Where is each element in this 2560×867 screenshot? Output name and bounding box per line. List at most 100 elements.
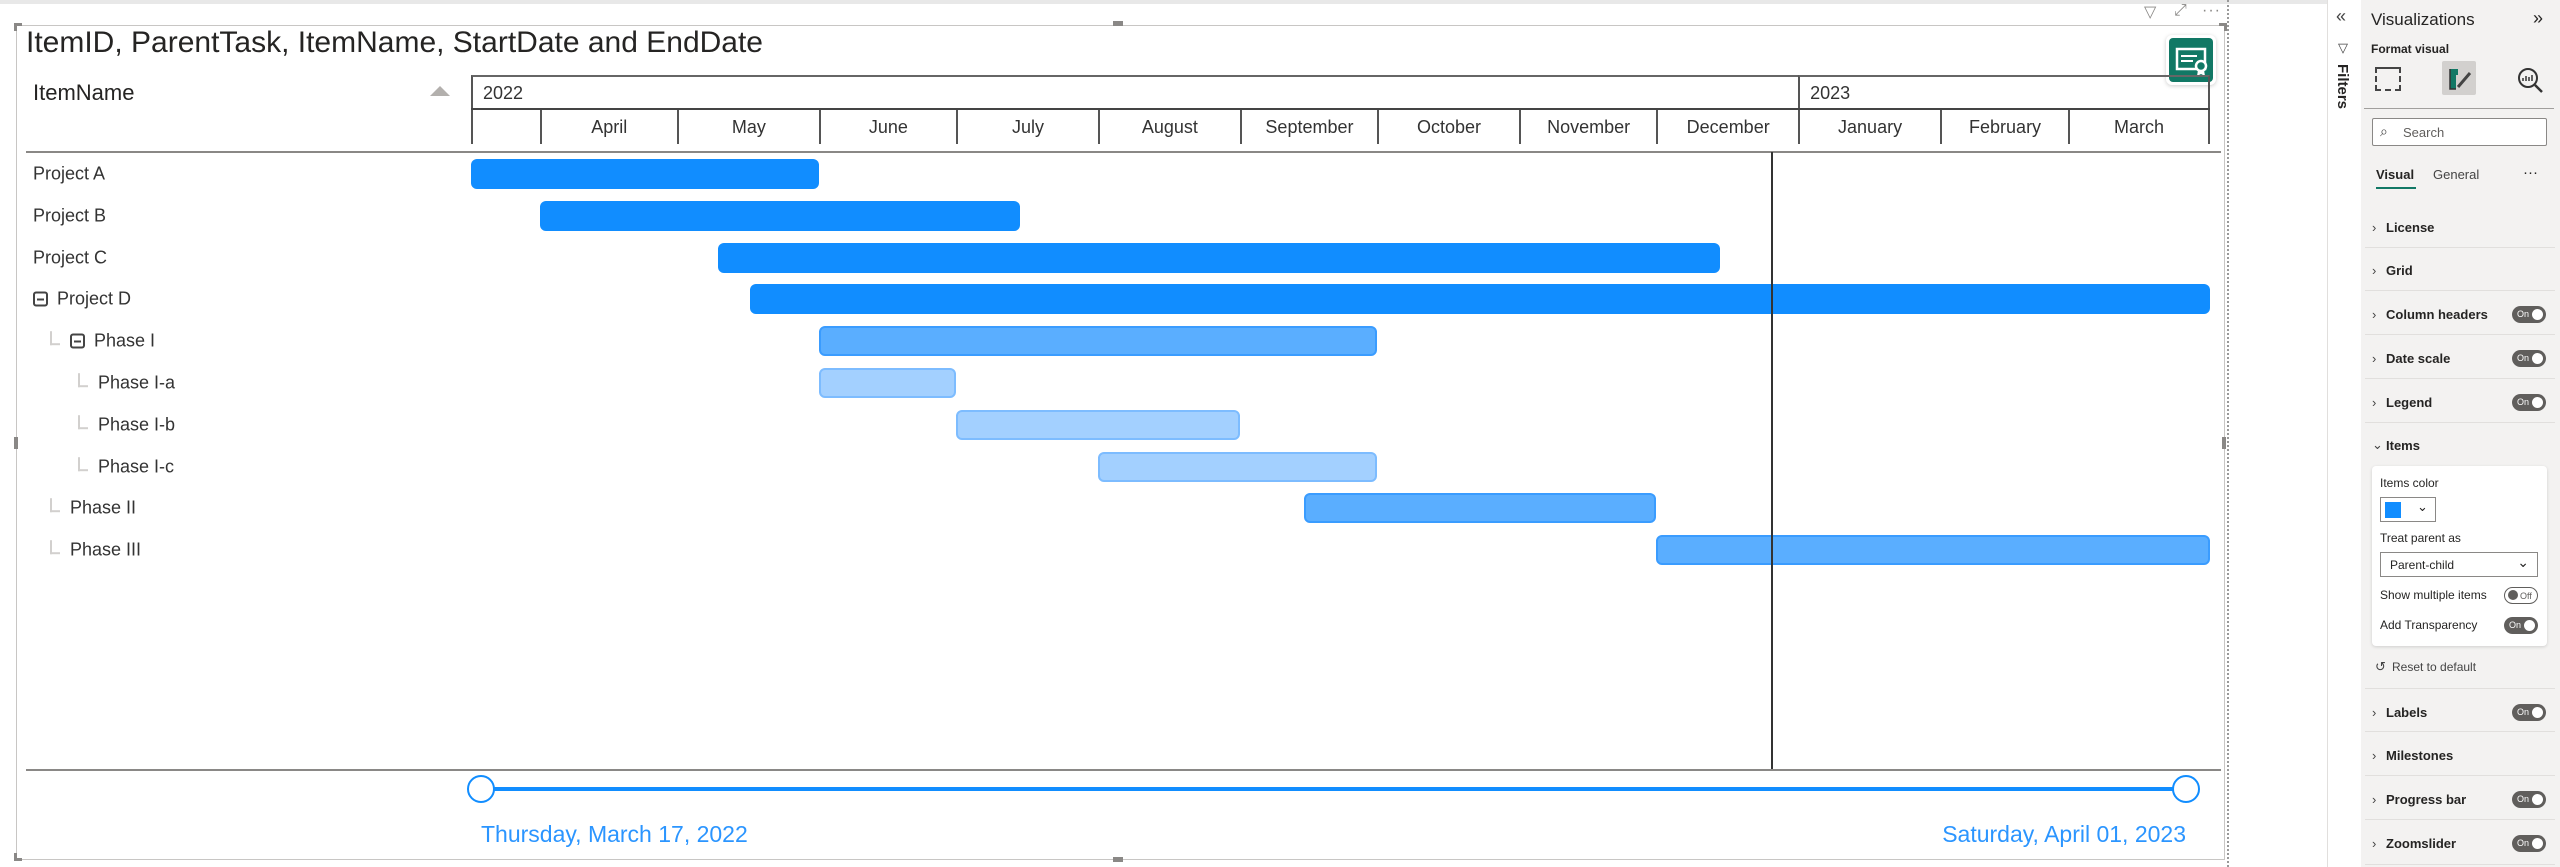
search-input[interactable]: ⌕ Search bbox=[2372, 118, 2547, 146]
collapse-filters-icon[interactable]: « bbox=[2336, 6, 2347, 26]
gantt-bar[interactable] bbox=[956, 409, 1240, 440]
divider bbox=[2365, 378, 2555, 379]
gantt-bar[interactable] bbox=[471, 159, 819, 189]
more-options-icon[interactable]: ··· bbox=[2202, 2, 2221, 19]
resize-handle[interactable] bbox=[2219, 23, 2227, 31]
resize-handle[interactable] bbox=[1113, 21, 1123, 26]
resize-handle[interactable] bbox=[2222, 437, 2226, 449]
analytics-icon[interactable] bbox=[2516, 66, 2544, 99]
chevron-right-icon: › bbox=[2372, 306, 2377, 322]
section-label: License bbox=[2386, 219, 2435, 235]
resize-handle[interactable] bbox=[1113, 857, 1123, 862]
sort-ascending-icon[interactable] bbox=[430, 86, 450, 96]
zoomslider-end-handle[interactable] bbox=[2172, 775, 2200, 803]
month-row-line bbox=[471, 108, 2210, 110]
divider bbox=[2365, 864, 2555, 865]
tab-visual[interactable]: Visual bbox=[2376, 167, 2415, 182]
filters-label[interactable]: Filters bbox=[2334, 64, 2351, 110]
resize-handle[interactable] bbox=[14, 437, 18, 449]
section-label: Progress bar bbox=[2386, 791, 2467, 807]
section-milestones[interactable]: › Milestones bbox=[2372, 745, 2548, 765]
treat-parent-dropdown[interactable]: Parent-child ⌄ bbox=[2380, 552, 2538, 577]
toggle[interactable]: On bbox=[2512, 350, 2546, 367]
section-zoomslider[interactable]: › Zoomslider bbox=[2372, 833, 2548, 853]
section-label: Column headers bbox=[2386, 306, 2488, 322]
column-header-itemname[interactable]: ItemName bbox=[33, 80, 135, 105]
chevron-right-icon: › bbox=[2372, 219, 2377, 235]
more-options-icon[interactable]: ··· bbox=[2523, 164, 2538, 181]
reset-to-default-button[interactable]: Reset to default bbox=[2392, 660, 2477, 674]
gantt-bar[interactable] bbox=[1656, 535, 2210, 566]
filter-icon[interactable]: ▽ bbox=[2144, 4, 2157, 21]
resize-handle[interactable] bbox=[14, 23, 22, 31]
month-cell: September bbox=[1239, 110, 1377, 144]
divider bbox=[2365, 731, 2555, 732]
resize-handle[interactable] bbox=[14, 853, 22, 861]
focus-mode-icon[interactable]: ⤢ bbox=[2174, 2, 2187, 19]
top-bar bbox=[0, 0, 2560, 4]
toggle[interactable]: On bbox=[2512, 791, 2546, 808]
section-date-scale[interactable]: › Date scale bbox=[2372, 348, 2548, 368]
chevron-down-icon: ⌄ bbox=[2517, 554, 2529, 570]
items-color-label: Items color bbox=[2380, 476, 2439, 490]
row-label: Phase I-b bbox=[98, 414, 176, 435]
build-visual-icon[interactable] bbox=[2375, 67, 2401, 91]
section-legend[interactable]: › Legend bbox=[2372, 392, 2548, 412]
collapse-icon[interactable] bbox=[33, 291, 48, 307]
today-line bbox=[1770, 152, 1773, 770]
section-license[interactable]: › License bbox=[2372, 217, 2548, 237]
gantt-bar[interactable] bbox=[718, 242, 1721, 273]
divider bbox=[2365, 334, 2555, 335]
divider bbox=[2365, 422, 2555, 423]
gantt-bar[interactable] bbox=[818, 326, 1378, 357]
zoomslider-track[interactable] bbox=[481, 787, 2186, 791]
month-cell: February bbox=[1939, 110, 2068, 144]
row-label: Phase I-c bbox=[98, 456, 175, 477]
row-label: Phase II bbox=[70, 497, 137, 518]
month-cell: August bbox=[1097, 110, 1240, 144]
section-progress-bar[interactable]: › Progress bar bbox=[2372, 789, 2548, 809]
format-visual-button[interactable] bbox=[2442, 61, 2476, 95]
zoomslider-divider bbox=[26, 769, 2221, 771]
transparency-toggle[interactable]: On bbox=[2504, 617, 2538, 634]
month-cell: January bbox=[1798, 110, 1940, 144]
toggle[interactable]: On bbox=[2512, 306, 2546, 323]
section-labels[interactable]: › Labels bbox=[2372, 702, 2548, 722]
chevron-down-icon: ⌄ bbox=[2372, 437, 2383, 452]
row-label: Project A bbox=[33, 163, 106, 184]
gantt-bar[interactable] bbox=[1097, 451, 1378, 482]
toggle[interactable]: On bbox=[2512, 704, 2546, 721]
section-label: Grid bbox=[2386, 262, 2413, 278]
toggle[interactable]: On bbox=[2512, 394, 2546, 411]
section-items[interactable]: ⌄ Items bbox=[2372, 435, 2548, 455]
gantt-bar[interactable] bbox=[818, 368, 957, 398]
section-label: Items bbox=[2386, 437, 2420, 453]
paintbrush-icon bbox=[2449, 69, 2472, 90]
gantt-bar[interactable] bbox=[539, 200, 1021, 231]
items-color-picker[interactable]: ⌄ bbox=[2380, 497, 2436, 522]
section-label: Date scale bbox=[2386, 350, 2451, 366]
toggle[interactable]: On bbox=[2512, 835, 2546, 852]
show-multiple-label: Show multiple items bbox=[2380, 588, 2487, 602]
collapse-icon[interactable] bbox=[70, 333, 85, 349]
section-column-headers[interactable]: › Column headers bbox=[2372, 304, 2548, 324]
header-divider bbox=[26, 151, 2221, 153]
gantt-bar[interactable] bbox=[1303, 493, 1657, 524]
show-multiple-toggle[interactable]: Off bbox=[2504, 587, 2538, 604]
tree-connector bbox=[78, 414, 88, 429]
month-cell: April bbox=[539, 110, 677, 144]
row-label: Project D bbox=[57, 288, 132, 309]
filters-pane[interactable] bbox=[2327, 0, 2361, 867]
reset-icon: ↺ bbox=[2375, 659, 2386, 674]
divider bbox=[2365, 290, 2555, 291]
chevron-down-icon: ⌄ bbox=[2417, 499, 2428, 514]
expand-pane-icon[interactable]: » bbox=[2533, 8, 2544, 28]
zoomslider-end-label: Saturday, April 01, 2023 bbox=[1942, 821, 2186, 847]
tab-general[interactable]: General bbox=[2433, 167, 2480, 182]
section-grid[interactable]: › Grid bbox=[2372, 260, 2548, 280]
section-label: Legend bbox=[2386, 394, 2433, 410]
zoomslider-start-handle[interactable] bbox=[467, 775, 495, 803]
certificate-icon bbox=[2169, 38, 2213, 82]
chevron-right-icon: › bbox=[2372, 262, 2377, 278]
gantt-bar[interactable] bbox=[750, 284, 2210, 315]
